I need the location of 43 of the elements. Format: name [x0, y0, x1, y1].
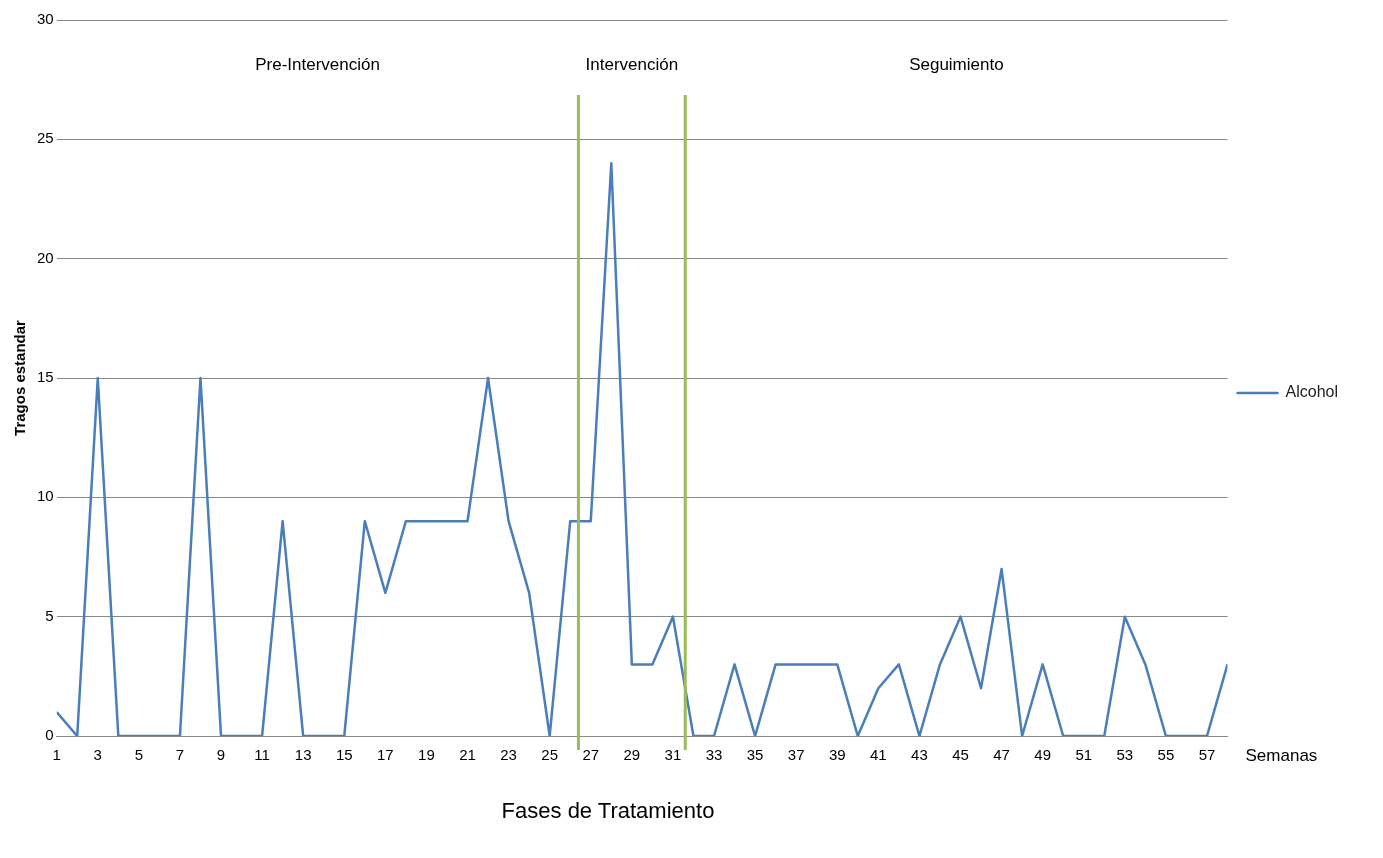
x-tick-label: 37 — [787, 746, 805, 764]
x-tick-label: 27 — [582, 746, 600, 764]
annotation: Intervención — [585, 54, 679, 74]
x-tick-label: 19 — [418, 746, 435, 764]
x-tick-label: 47 — [993, 746, 1010, 764]
x-tick-label: 9 — [216, 746, 226, 764]
text: Fases de Tratamiento — [500, 798, 716, 824]
x-tick-label: 35 — [746, 746, 764, 764]
y-tick-label: 30 — [37, 10, 54, 28]
x-tick-label: 7 — [175, 746, 185, 764]
x-tick-label: 33 — [705, 746, 723, 764]
x-tick-label: 17 — [377, 746, 394, 764]
x-tick-label: 3 — [93, 746, 102, 764]
y-tick-label: 15 — [37, 368, 54, 386]
y-tick-label: 20 — [37, 248, 54, 266]
x-tick-label: 29 — [623, 746, 641, 764]
x-tick-label: 57 — [1198, 746, 1216, 764]
x-tick-label: 13 — [294, 746, 312, 764]
annotation: Seguimiento — [909, 54, 1004, 74]
x-tick-label: 55 — [1157, 746, 1175, 764]
x-tick-label: 53 — [1116, 746, 1134, 764]
x-tick-label: 31 — [664, 746, 682, 764]
x-tick-label: 43 — [911, 746, 928, 764]
x-tick-label: 11 — [254, 746, 270, 764]
x-tick-label: 49 — [1034, 746, 1051, 764]
y-tick-label: 25 — [37, 129, 54, 147]
y-axis-title: Tragos estandar — [11, 319, 29, 436]
x-axis-title: Semanas — [1245, 745, 1318, 765]
y-tick-label: 10 — [37, 487, 54, 505]
legend-label: Alcohol — [1285, 383, 1339, 401]
x-tick-label: 41 — [869, 746, 887, 764]
x-tick-label: 21 — [459, 746, 476, 764]
x-tick-label: 51 — [1075, 746, 1093, 764]
x-tick-label: 15 — [335, 746, 353, 764]
x-tick-label: 25 — [541, 746, 559, 764]
y-tick-label: 0 — [45, 726, 54, 744]
x-tick-label: 1 — [52, 746, 61, 764]
y-tick-label: 5 — [45, 606, 54, 624]
annotation: Pre-Intervención — [255, 54, 380, 74]
x-tick-label: 45 — [952, 746, 969, 764]
x-tick-label: 39 — [828, 746, 846, 764]
x-tick-label: 23 — [500, 746, 517, 764]
x-tick-label: 5 — [134, 746, 144, 764]
